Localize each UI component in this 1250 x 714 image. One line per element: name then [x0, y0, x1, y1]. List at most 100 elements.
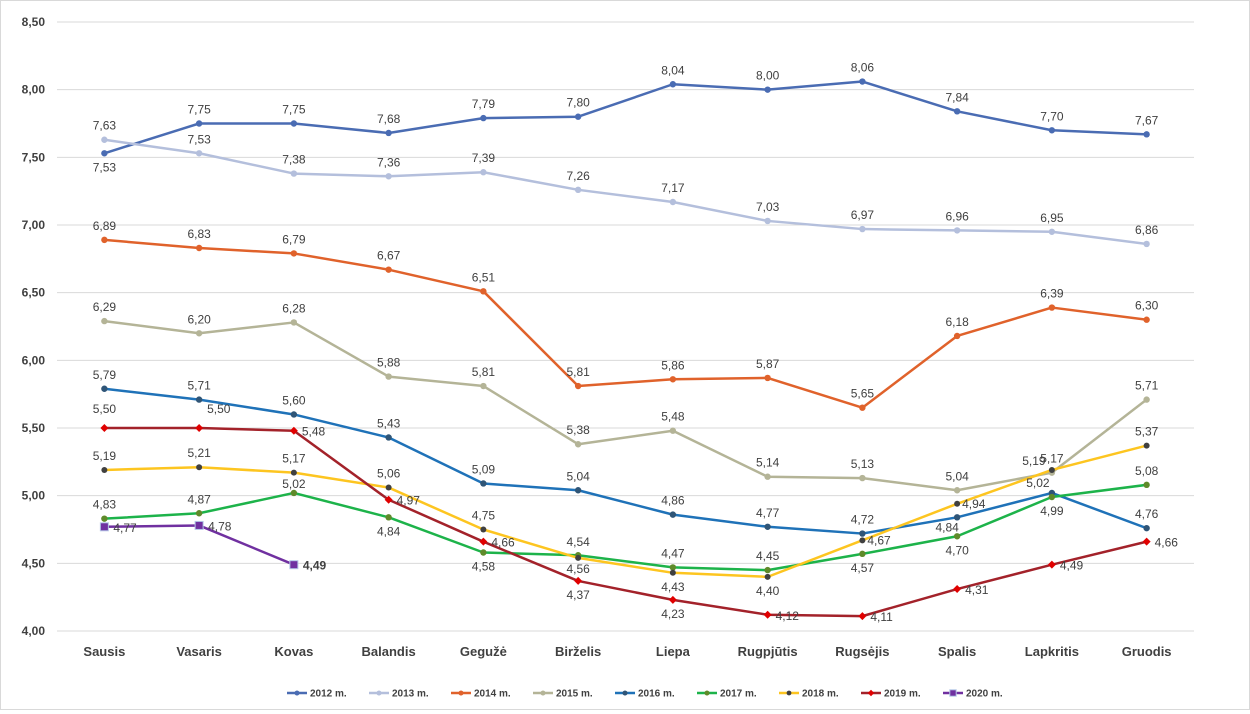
data-point: [764, 217, 771, 225]
gridlines: [57, 21, 1194, 632]
data-label: 5,09: [472, 462, 496, 476]
data-point: [195, 510, 203, 517]
data-label: 8,00: [756, 69, 780, 83]
legend-item: 2016 m.: [615, 689, 675, 700]
data-label: 4,66: [491, 536, 515, 550]
data-point: [1048, 493, 1056, 501]
data-point: [1143, 316, 1150, 323]
data-point: [289, 560, 299, 570]
data-label: 5,65: [851, 387, 875, 401]
data-point: [953, 332, 961, 340]
data-label: 5,48: [661, 410, 685, 424]
series-line: [104, 138, 1147, 246]
data-label: 5,50: [93, 402, 117, 416]
data-label: 4,76: [1135, 507, 1159, 521]
data-label: 4,77: [113, 521, 137, 535]
legend-item: 2015 m.: [533, 689, 593, 700]
y-tick-label: 7,00: [22, 218, 46, 232]
y-tick-label: 6,50: [22, 286, 46, 300]
data-label: 4,11: [870, 610, 893, 624]
series-2014m: [101, 236, 1150, 411]
data-label: 8,06: [851, 61, 875, 75]
data-point: [480, 382, 487, 390]
data-label: 6,20: [187, 312, 211, 326]
series-line: [104, 483, 1147, 572]
data-label: 5,88: [377, 356, 401, 370]
data-label: 6,95: [1040, 211, 1064, 225]
data-label: 8,04: [661, 63, 685, 77]
data-label: 5,13: [851, 457, 875, 471]
data-label: 5,60: [282, 393, 306, 407]
y-tick-label: 6,00: [22, 353, 46, 367]
series-lines: [99, 78, 1151, 621]
data-point: [385, 373, 392, 380]
y-tick-label: 5,50: [22, 421, 46, 435]
legend-label: 2018 m.: [802, 689, 839, 700]
data-point: [290, 120, 298, 127]
legend-item: 2019 m.: [861, 689, 921, 700]
data-point: [668, 595, 677, 604]
data-label: 7,39: [472, 151, 496, 165]
data-label: 7,53: [93, 160, 117, 174]
data-point: [953, 585, 962, 594]
data-label: 7,17: [661, 181, 685, 195]
series-2013m: [101, 136, 1150, 248]
data-label: 5,71: [187, 379, 211, 393]
data-label: 7,63: [93, 119, 117, 133]
data-point: [385, 484, 392, 491]
legend-item: 2012 m.: [287, 689, 347, 700]
data-point: [1143, 442, 1150, 449]
data-point: [101, 385, 108, 392]
data-point: [384, 495, 393, 504]
data-label: 5,43: [377, 416, 401, 430]
data-point: [859, 404, 866, 411]
data-point: [575, 554, 582, 561]
y-tick-label: 4,00: [22, 624, 46, 638]
data-point: [289, 426, 298, 435]
series-2012m: [101, 78, 1150, 157]
data-point: [195, 396, 203, 403]
data-label: 6,97: [851, 208, 875, 222]
x-tick-label: Gruodis: [1122, 644, 1172, 659]
y-tick-label: 8,50: [22, 15, 46, 29]
data-label: 4,54: [566, 535, 590, 549]
data-point: [480, 480, 487, 487]
data-label: 6,67: [377, 249, 401, 263]
legend-item: 2018 m.: [779, 689, 839, 700]
data-label: 6,96: [945, 209, 969, 223]
data-point: [763, 610, 772, 619]
data-label: 4,49: [1060, 559, 1084, 573]
data-point: [100, 424, 109, 432]
data-label: 5,21: [187, 446, 211, 460]
data-point: [574, 382, 582, 390]
data-label: 5,79: [93, 368, 117, 382]
data-point: [953, 487, 961, 494]
data-label: 6,18: [945, 315, 969, 329]
series-2019m: [100, 424, 1151, 621]
data-label: 5,14: [756, 456, 780, 470]
data-label: 4,58: [472, 560, 496, 574]
legend-label: 2012 m.: [310, 689, 347, 700]
data-label: 5,04: [566, 469, 590, 483]
legend-label: 2019 m.: [884, 689, 921, 700]
data-point: [1143, 524, 1150, 532]
data-point: [574, 113, 582, 120]
data-point: [669, 427, 677, 434]
data-label: 4,67: [867, 533, 891, 547]
data-label: 4,84: [935, 520, 959, 534]
data-label: 4,56: [566, 562, 590, 576]
data-label: 4,47: [661, 546, 685, 560]
x-tick-label: Vasaris: [176, 644, 222, 659]
data-point: [195, 244, 203, 252]
data-label: 6,51: [472, 270, 496, 284]
legend-label: 2016 m.: [638, 689, 675, 700]
data-label: 7,38: [282, 153, 306, 167]
data-label: 6,28: [282, 301, 306, 315]
data-label: 4,87: [187, 492, 211, 506]
data-label: 5,08: [1135, 464, 1159, 478]
data-label: 4,83: [93, 498, 117, 512]
data-label: 5,38: [566, 423, 590, 437]
y-tick-label: 5,00: [22, 489, 46, 503]
data-label: 7,70: [1040, 109, 1064, 123]
data-point: [574, 576, 583, 585]
